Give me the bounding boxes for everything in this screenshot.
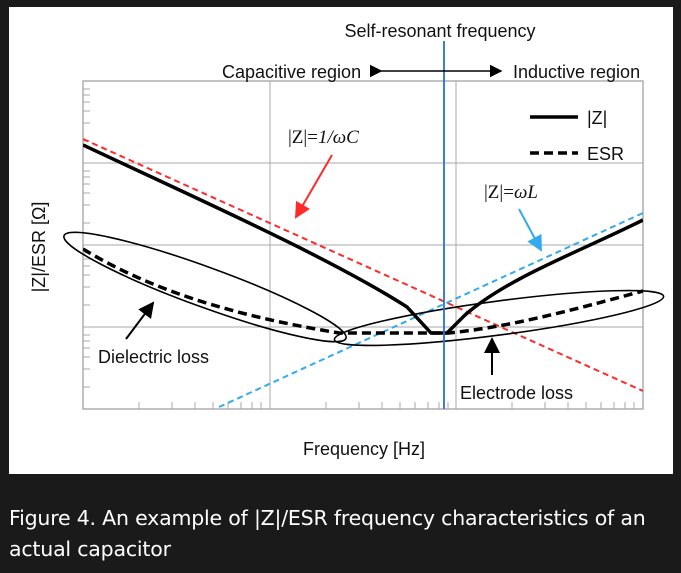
inductive-annotation-arrow bbox=[518, 208, 542, 252]
electrode-loss-ellipse bbox=[333, 289, 665, 347]
y-axis-label: |Z|/ESR [Ω] bbox=[29, 202, 49, 293]
figure-panel: |Z| ESR Self-resonant frequency Capaciti… bbox=[9, 7, 673, 474]
inductive-formula: |Z|=ωL bbox=[484, 182, 538, 203]
diagram-title: Self-resonant frequency bbox=[344, 21, 535, 41]
impedance-curve bbox=[83, 143, 643, 335]
minor-ticks bbox=[83, 88, 635, 409]
esr-curve bbox=[83, 247, 643, 335]
dielectric-loss-ellipse bbox=[63, 231, 347, 343]
legend-z-label: |Z| bbox=[587, 108, 607, 128]
impedance-diagram: |Z| ESR Self-resonant frequency Capaciti… bbox=[29, 21, 665, 459]
dielectric-loss-arrow bbox=[125, 301, 155, 340]
capacitive-asymptote-line bbox=[83, 138, 643, 392]
capacitive-formula: |Z|=1/ωC bbox=[288, 127, 359, 148]
dielectric-loss-label: Dielectric loss bbox=[98, 347, 209, 367]
electrode-loss-label: Electrode loss bbox=[460, 383, 573, 403]
legend-esr-label: ESR bbox=[587, 144, 624, 164]
x-axis-label: Frequency [Hz] bbox=[303, 439, 425, 459]
capacitive-annotation-arrow bbox=[294, 154, 333, 219]
inductive-region-label: Inductive region bbox=[513, 62, 640, 82]
inductive-asymptote-line bbox=[218, 212, 643, 408]
figure-caption: Figure 4. An example of |Z|/ESR frequenc… bbox=[9, 506, 646, 561]
capacitive-region-label: Capacitive region bbox=[222, 62, 361, 82]
